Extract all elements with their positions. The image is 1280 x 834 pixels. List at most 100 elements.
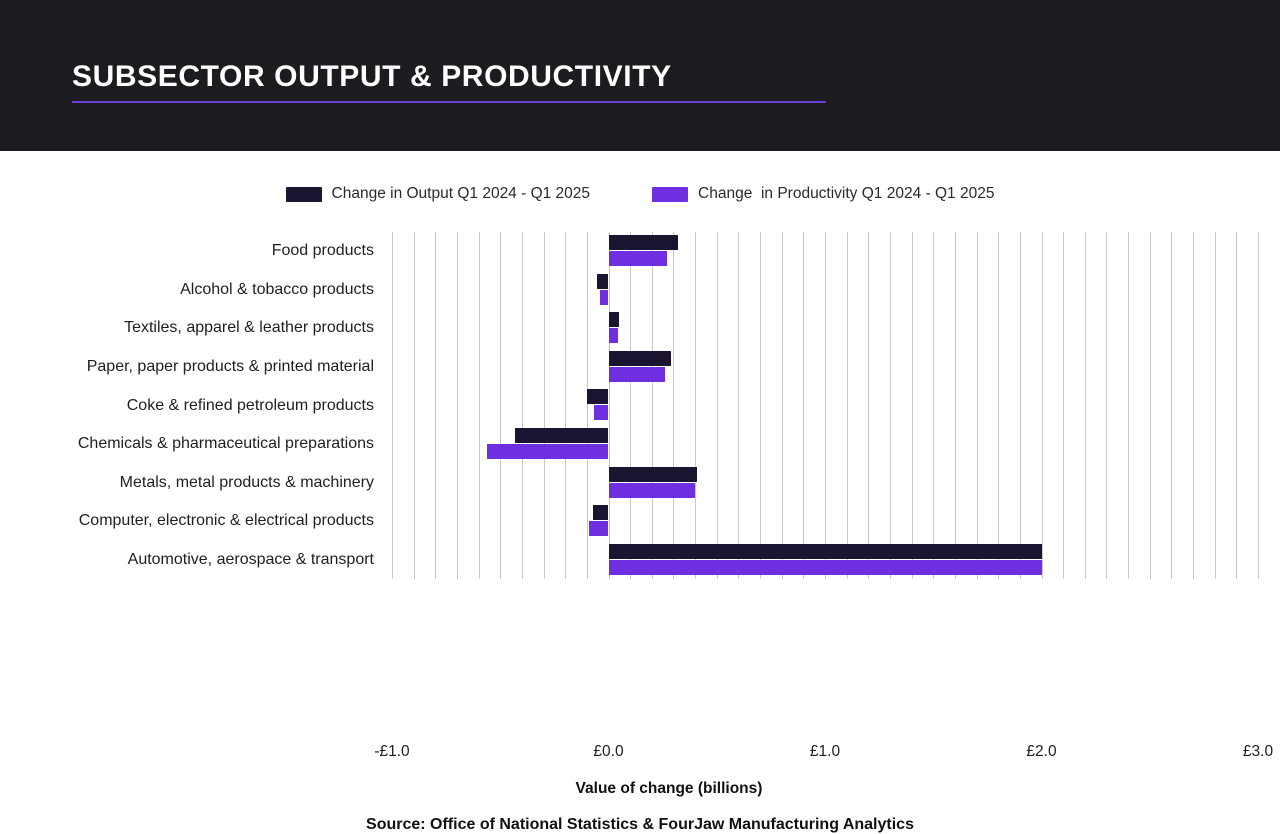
gridline (413, 232, 415, 579)
gridline (1041, 232, 1043, 579)
bar-productivity[interactable] (608, 251, 667, 267)
gridline (673, 232, 675, 579)
gridline (521, 232, 523, 579)
bar-output[interactable] (608, 235, 678, 251)
gridline (911, 232, 913, 579)
chart-container: Change in Output Q1 2024 - Q1 2025 Change… (0, 151, 1280, 833)
bar-productivity[interactable] (608, 559, 1042, 575)
bar-output[interactable] (596, 273, 609, 289)
gridlines (392, 232, 1259, 579)
zero-axis-line (608, 232, 610, 579)
header-band: SUBSECTOR OUTPUT & PRODUCTIVITY (0, 0, 1280, 151)
source-note: Source: Office of National Statistics & … (366, 816, 914, 833)
bar-group (392, 232, 1258, 271)
gridline (846, 232, 848, 579)
gridline (651, 232, 653, 579)
gridline (716, 232, 718, 579)
x-tick-label: £0.0 (593, 743, 624, 760)
gridline (586, 232, 588, 579)
gridline (1236, 232, 1238, 579)
legend-label: Change in Productivity Q1 2024 - Q1 2025 (698, 185, 995, 202)
gridline (738, 232, 740, 579)
bar-output[interactable] (586, 389, 609, 405)
bar-group (392, 348, 1258, 387)
bar-output[interactable] (515, 428, 609, 444)
gridline (1063, 232, 1065, 579)
gridline (392, 232, 393, 579)
gridline (1193, 232, 1195, 579)
bar-output[interactable] (608, 312, 620, 328)
plot-area (392, 232, 1259, 579)
y-axis-label: Alcohol & tobacco products (180, 280, 374, 298)
legend-swatch-icon (652, 186, 689, 202)
bar-group (392, 463, 1258, 502)
y-axis-label: Textiles, apparel & leather products (124, 319, 374, 337)
gridline (543, 232, 545, 579)
y-axis-label: Automotive, aerospace & transport (127, 550, 374, 568)
legend-label: Change in Output Q1 2024 - Q1 2025 (331, 185, 591, 202)
x-tick-label: -£1.0 (374, 743, 410, 760)
bar-group (392, 502, 1258, 541)
x-axis-ticks: -£1.0 £0.0 £1.0 £2.0 £3.0 (0, 743, 1280, 767)
y-axis-label: Paper, paper products & printed material (86, 357, 374, 375)
y-axis-label: Coke & refined petroleum products (126, 396, 374, 414)
y-axis-label: Food products (271, 242, 374, 260)
gridline (1214, 232, 1216, 579)
bar-productivity[interactable] (608, 366, 665, 382)
x-axis-title: Value of change (billions) (0, 780, 1280, 798)
bar-productivity[interactable] (608, 482, 696, 498)
x-tick-label: £1.0 (809, 743, 841, 760)
y-axis-label: Chemicals & pharmaceutical preparations (77, 435, 374, 453)
gridline (933, 232, 935, 579)
gridline (889, 232, 891, 579)
bar-productivity[interactable] (487, 444, 609, 460)
title-underline (72, 101, 826, 103)
gridline (1084, 232, 1086, 579)
chart-legend: Change in Output Q1 2024 - Q1 2025 Change… (0, 185, 1280, 203)
bar-productivity[interactable] (589, 521, 609, 537)
gridline (478, 232, 480, 579)
bar-output[interactable] (593, 505, 609, 521)
x-tick-label: £3.0 (1242, 743, 1274, 760)
legend-swatch-icon (285, 186, 322, 202)
gridline (630, 232, 632, 579)
legend-item-output[interactable]: Change in Output Q1 2024 - Q1 2025 (285, 185, 591, 203)
legend-item-productivity[interactable]: Change in Productivity Q1 2024 - Q1 2025 (652, 185, 994, 203)
gridline (695, 232, 697, 579)
gridline (1171, 232, 1173, 579)
x-tick-label: £2.0 (1026, 743, 1057, 760)
bar-output[interactable] (608, 466, 698, 482)
gridline (1128, 232, 1130, 579)
gridline (760, 232, 762, 579)
gridline (781, 232, 783, 579)
bar-output[interactable] (608, 543, 1042, 559)
bar-output[interactable] (608, 350, 672, 366)
gridline (435, 232, 437, 579)
gridline (1106, 232, 1108, 579)
gridline (954, 232, 956, 579)
page-title: SUBSECTOR OUTPUT & PRODUCTIVITY (72, 60, 672, 93)
bar-rows (392, 232, 1258, 579)
bar-productivity[interactable] (608, 328, 619, 344)
gridline (976, 232, 978, 579)
bar-group (392, 271, 1258, 310)
bar-group (392, 540, 1258, 579)
gridline (1258, 232, 1259, 579)
bar-productivity[interactable] (594, 405, 609, 421)
gridline (868, 232, 870, 579)
gridline (565, 232, 567, 579)
y-axis-label: Metals, metal products & machinery (119, 473, 374, 491)
y-axis-label: Computer, electronic & electrical produc… (78, 512, 374, 530)
gridline (803, 232, 805, 579)
gridline (1019, 232, 1021, 579)
gridline (456, 232, 458, 579)
gridline (998, 232, 1000, 579)
gridline (500, 232, 502, 579)
x-axis-title-text: Value of change (billions) (575, 780, 763, 797)
bar-group (392, 386, 1258, 425)
bar-group (392, 309, 1258, 348)
gridline (1149, 232, 1151, 579)
gridline (825, 232, 826, 579)
bar-group (392, 425, 1258, 464)
bar-productivity[interactable] (599, 289, 609, 305)
